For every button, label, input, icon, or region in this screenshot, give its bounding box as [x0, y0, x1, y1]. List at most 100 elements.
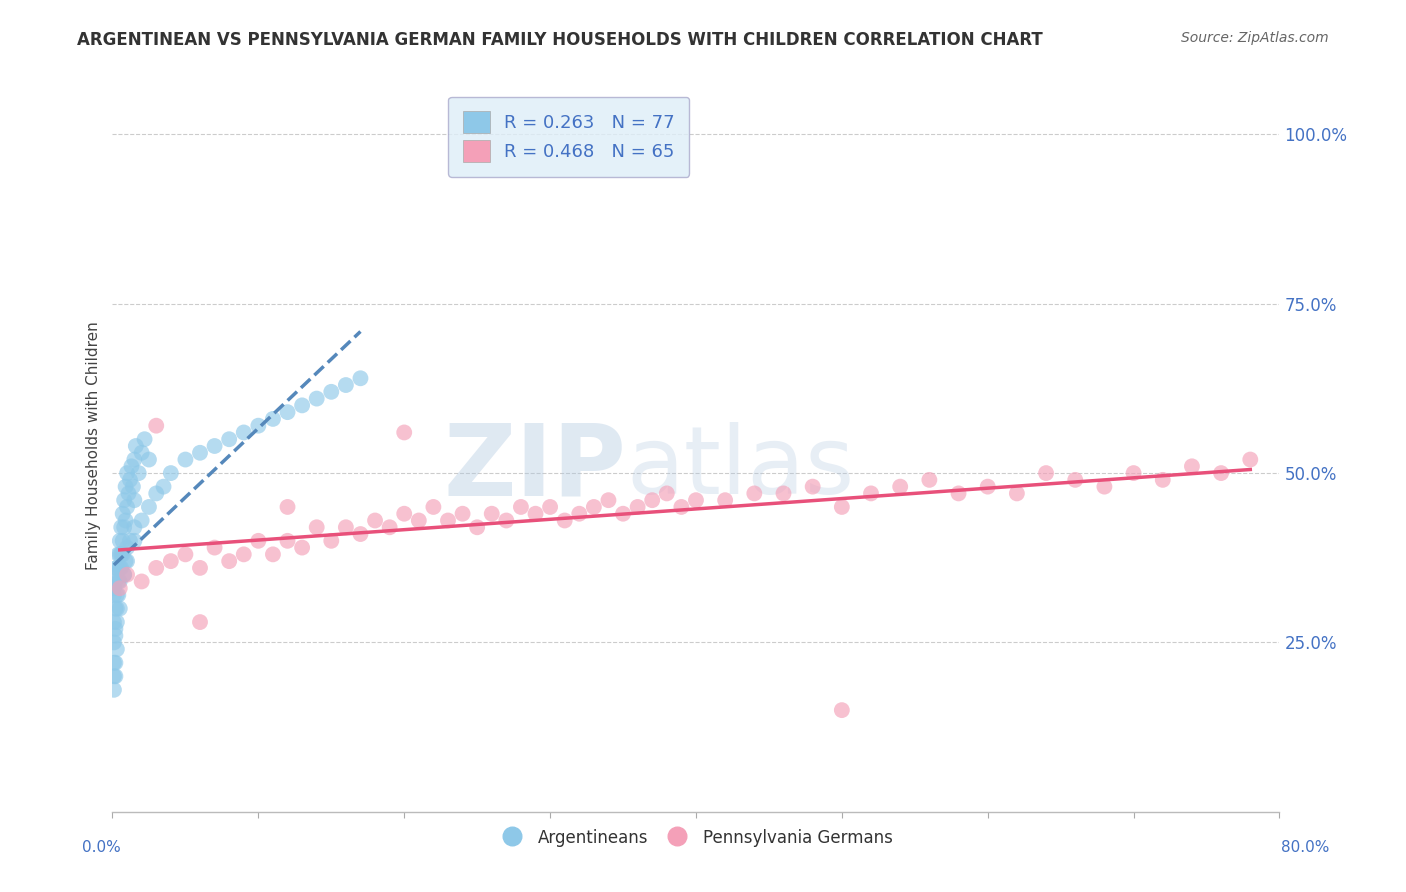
Point: [111, 507, 134, 521]
Point: [108, 547, 131, 561]
Point: [124, 533, 146, 548]
Point: [131, 446, 153, 460]
Point: [114, 480, 136, 494]
Point: [291, 541, 314, 555]
Point: [321, 533, 343, 548]
Point: [115, 500, 138, 514]
Point: [108, 581, 131, 595]
Point: [115, 541, 138, 555]
Point: [124, 452, 146, 467]
Point: [131, 574, 153, 589]
Point: [437, 514, 460, 528]
Point: [103, 615, 125, 629]
Point: [110, 547, 132, 561]
Point: [105, 642, 128, 657]
Point: [218, 432, 240, 446]
Point: [976, 480, 998, 494]
Point: [204, 541, 226, 555]
Legend: Argentineans, Pennsylvania Germans: Argentineans, Pennsylvania Germans: [492, 821, 900, 855]
Point: [145, 486, 167, 500]
Text: 80.0%: 80.0%: [1281, 840, 1329, 855]
Point: [107, 547, 129, 561]
Point: [232, 425, 254, 440]
Point: [117, 486, 139, 500]
Point: [131, 514, 153, 528]
Point: [232, 547, 254, 561]
Point: [481, 507, 503, 521]
Point: [104, 567, 127, 582]
Point: [1239, 452, 1261, 467]
Point: [138, 500, 160, 514]
Point: [103, 656, 125, 670]
Point: [107, 574, 129, 589]
Point: [627, 500, 650, 514]
Point: [120, 459, 142, 474]
Text: 0.0%: 0.0%: [82, 840, 121, 855]
Point: [107, 588, 129, 602]
Point: [112, 567, 135, 582]
Point: [103, 669, 125, 683]
Point: [262, 412, 284, 426]
Point: [422, 500, 444, 514]
Point: [801, 480, 824, 494]
Point: [104, 629, 127, 643]
Point: [114, 514, 136, 528]
Point: [105, 561, 128, 575]
Point: [104, 601, 127, 615]
Point: [305, 392, 328, 406]
Point: [465, 520, 488, 534]
Point: [1122, 466, 1144, 480]
Point: [118, 473, 141, 487]
Point: [860, 486, 883, 500]
Point: [277, 533, 299, 548]
Point: [1181, 459, 1204, 474]
Point: [598, 493, 620, 508]
Point: [104, 669, 127, 683]
Point: [104, 574, 127, 589]
Point: [321, 384, 343, 399]
Point: [714, 493, 737, 508]
Point: [349, 371, 371, 385]
Point: [138, 452, 160, 467]
Text: Source: ZipAtlas.com: Source: ZipAtlas.com: [1181, 31, 1329, 45]
Point: [247, 418, 270, 433]
Point: [831, 500, 853, 514]
Point: [509, 500, 531, 514]
Point: [103, 588, 125, 602]
Point: [364, 514, 387, 528]
Point: [111, 533, 134, 548]
Point: [105, 561, 128, 575]
Point: [188, 561, 211, 575]
Point: [128, 466, 150, 480]
Point: [291, 398, 314, 412]
Point: [918, 473, 941, 487]
Point: [160, 466, 183, 480]
Point: [152, 480, 174, 494]
Text: atlas: atlas: [626, 422, 855, 514]
Point: [685, 493, 707, 508]
Point: [408, 514, 430, 528]
Point: [108, 574, 131, 589]
Text: ZIP: ZIP: [443, 419, 626, 516]
Point: [112, 567, 135, 582]
Point: [105, 615, 128, 629]
Point: [145, 561, 167, 575]
Point: [103, 682, 125, 697]
Point: [115, 554, 138, 568]
Point: [948, 486, 970, 500]
Point: [568, 507, 591, 521]
Point: [1035, 466, 1057, 480]
Point: [103, 635, 125, 649]
Point: [335, 520, 357, 534]
Point: [174, 452, 197, 467]
Point: [655, 486, 678, 500]
Point: [305, 520, 328, 534]
Point: [108, 533, 131, 548]
Point: [104, 656, 127, 670]
Point: [105, 588, 128, 602]
Point: [118, 533, 141, 548]
Point: [262, 547, 284, 561]
Point: [394, 507, 416, 521]
Point: [122, 480, 145, 494]
Point: [495, 514, 517, 528]
